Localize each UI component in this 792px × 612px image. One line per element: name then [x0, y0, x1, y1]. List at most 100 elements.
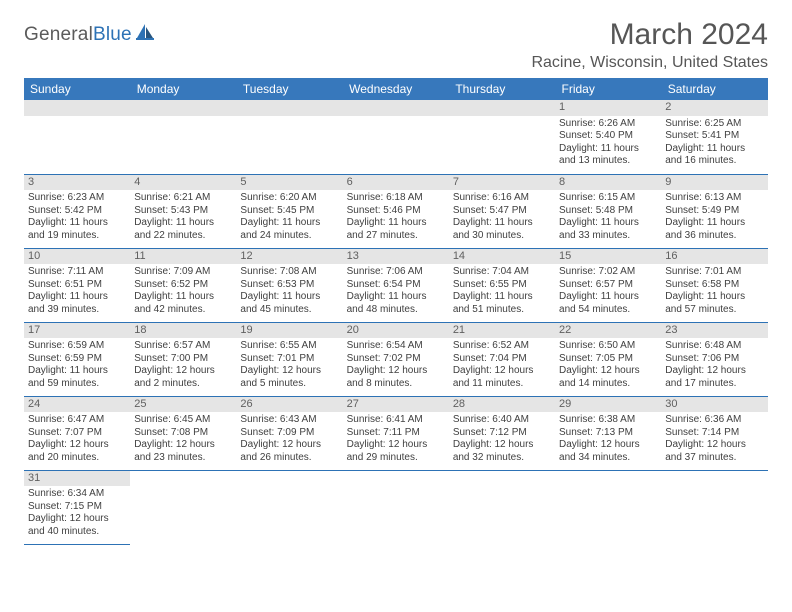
calendar-cell	[343, 470, 449, 544]
sunrise-line: Sunrise: 6:34 AM	[28, 488, 126, 501]
day-number: 17	[24, 323, 130, 339]
daylight-line: and 34 minutes.	[559, 452, 657, 465]
calendar-cell	[130, 470, 236, 544]
empty-day-strip	[24, 100, 130, 116]
daylight-line: Daylight: 12 hours	[347, 439, 445, 452]
empty-day-strip	[449, 100, 555, 116]
day-number: 24	[24, 397, 130, 413]
calendar-cell: 19Sunrise: 6:55 AMSunset: 7:01 PMDayligh…	[236, 322, 342, 396]
daylight-line: Daylight: 12 hours	[240, 365, 338, 378]
sunrise-line: Sunrise: 6:15 AM	[559, 192, 657, 205]
daylight-line: Daylight: 12 hours	[665, 439, 763, 452]
daylight-line: Daylight: 12 hours	[28, 513, 126, 526]
sunrise-line: Sunrise: 6:18 AM	[347, 192, 445, 205]
daylight-line: Daylight: 11 hours	[240, 291, 338, 304]
sunset-line: Sunset: 7:11 PM	[347, 427, 445, 440]
calendar-cell: 17Sunrise: 6:59 AMSunset: 6:59 PMDayligh…	[24, 322, 130, 396]
calendar-cell: 21Sunrise: 6:52 AMSunset: 7:04 PMDayligh…	[449, 322, 555, 396]
daylight-line: Daylight: 11 hours	[240, 217, 338, 230]
calendar-cell: 30Sunrise: 6:36 AMSunset: 7:14 PMDayligh…	[661, 396, 767, 470]
daylight-line: Daylight: 11 hours	[28, 217, 126, 230]
day-number: 8	[555, 175, 661, 191]
daylight-line: and 54 minutes.	[559, 304, 657, 317]
daylight-line: and 11 minutes.	[453, 378, 551, 391]
sunrise-line: Sunrise: 6:38 AM	[559, 414, 657, 427]
day-header: Friday	[555, 78, 661, 100]
sunrise-line: Sunrise: 6:47 AM	[28, 414, 126, 427]
sunset-line: Sunset: 7:12 PM	[453, 427, 551, 440]
sunrise-line: Sunrise: 6:55 AM	[240, 340, 338, 353]
daylight-line: and 36 minutes.	[665, 230, 763, 243]
day-number: 20	[343, 323, 449, 339]
sunrise-line: Sunrise: 6:43 AM	[240, 414, 338, 427]
daylight-line: Daylight: 11 hours	[134, 217, 232, 230]
sunrise-line: Sunrise: 6:23 AM	[28, 192, 126, 205]
day-number: 6	[343, 175, 449, 191]
daylight-line: and 57 minutes.	[665, 304, 763, 317]
day-header: Saturday	[661, 78, 767, 100]
calendar-cell	[449, 100, 555, 174]
daylight-line: Daylight: 12 hours	[134, 439, 232, 452]
daylight-line: and 42 minutes.	[134, 304, 232, 317]
sunset-line: Sunset: 5:46 PM	[347, 205, 445, 218]
calendar-cell: 22Sunrise: 6:50 AMSunset: 7:05 PMDayligh…	[555, 322, 661, 396]
page-header: GeneralBlue March 2024 Racine, Wisconsin…	[24, 18, 768, 72]
sunrise-line: Sunrise: 7:11 AM	[28, 266, 126, 279]
sunrise-line: Sunrise: 7:02 AM	[559, 266, 657, 279]
sunrise-line: Sunrise: 7:04 AM	[453, 266, 551, 279]
day-number: 19	[236, 323, 342, 339]
sunset-line: Sunset: 6:51 PM	[28, 279, 126, 292]
brand-logo: GeneralBlue	[24, 24, 155, 46]
month-title: March 2024	[531, 18, 768, 52]
day-number: 16	[661, 249, 767, 265]
daylight-line: and 27 minutes.	[347, 230, 445, 243]
calendar-cell: 31Sunrise: 6:34 AMSunset: 7:15 PMDayligh…	[24, 470, 130, 544]
daylight-line: Daylight: 12 hours	[453, 365, 551, 378]
daylight-line: and 24 minutes.	[240, 230, 338, 243]
empty-day-strip	[130, 100, 236, 116]
day-number: 4	[130, 175, 236, 191]
calendar-body: 1Sunrise: 6:26 AMSunset: 5:40 PMDaylight…	[24, 100, 768, 544]
day-number: 9	[661, 175, 767, 191]
daylight-line: Daylight: 11 hours	[28, 365, 126, 378]
empty-day-strip	[343, 100, 449, 116]
daylight-line: Daylight: 12 hours	[665, 365, 763, 378]
sunset-line: Sunset: 7:05 PM	[559, 353, 657, 366]
calendar-cell: 13Sunrise: 7:06 AMSunset: 6:54 PMDayligh…	[343, 248, 449, 322]
calendar-page: GeneralBlue March 2024 Racine, Wisconsin…	[0, 0, 792, 563]
day-number: 26	[236, 397, 342, 413]
day-header: Monday	[130, 78, 236, 100]
daylight-line: Daylight: 11 hours	[347, 291, 445, 304]
sunrise-line: Sunrise: 6:13 AM	[665, 192, 763, 205]
sunrise-line: Sunrise: 6:20 AM	[240, 192, 338, 205]
day-header: Sunday	[24, 78, 130, 100]
daylight-line: and 14 minutes.	[559, 378, 657, 391]
day-header: Thursday	[449, 78, 555, 100]
sunset-line: Sunset: 7:13 PM	[559, 427, 657, 440]
calendar-cell	[661, 470, 767, 544]
calendar-header-row: Sunday Monday Tuesday Wednesday Thursday…	[24, 78, 768, 100]
sunset-line: Sunset: 6:57 PM	[559, 279, 657, 292]
day-number: 30	[661, 397, 767, 413]
day-number: 28	[449, 397, 555, 413]
daylight-line: and 45 minutes.	[240, 304, 338, 317]
sunrise-line: Sunrise: 6:41 AM	[347, 414, 445, 427]
calendar-cell: 29Sunrise: 6:38 AMSunset: 7:13 PMDayligh…	[555, 396, 661, 470]
calendar-cell: 24Sunrise: 6:47 AMSunset: 7:07 PMDayligh…	[24, 396, 130, 470]
sunset-line: Sunset: 6:58 PM	[665, 279, 763, 292]
sunrise-line: Sunrise: 6:16 AM	[453, 192, 551, 205]
sunrise-line: Sunrise: 6:57 AM	[134, 340, 232, 353]
daylight-line: Daylight: 11 hours	[559, 291, 657, 304]
logo-text-blue: Blue	[93, 24, 132, 46]
daylight-line: Daylight: 11 hours	[28, 291, 126, 304]
sunset-line: Sunset: 5:42 PM	[28, 205, 126, 218]
day-number: 5	[236, 175, 342, 191]
sunset-line: Sunset: 6:53 PM	[240, 279, 338, 292]
day-number: 7	[449, 175, 555, 191]
sunset-line: Sunset: 5:45 PM	[240, 205, 338, 218]
calendar-week-row: 1Sunrise: 6:26 AMSunset: 5:40 PMDaylight…	[24, 100, 768, 174]
sunrise-line: Sunrise: 7:01 AM	[665, 266, 763, 279]
day-header: Tuesday	[236, 78, 342, 100]
day-number: 2	[661, 100, 767, 116]
daylight-line: and 48 minutes.	[347, 304, 445, 317]
